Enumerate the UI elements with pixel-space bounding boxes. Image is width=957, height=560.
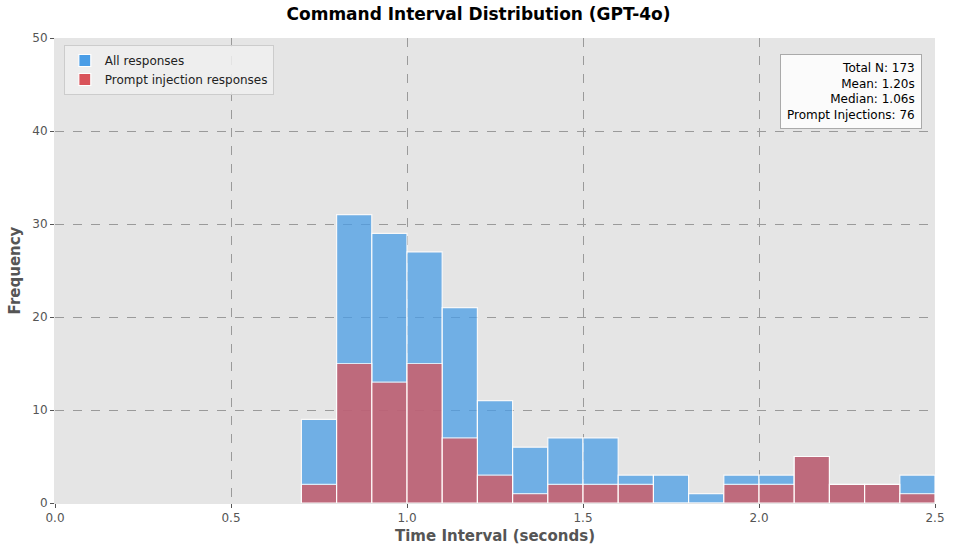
svg-text:40: 40: [32, 124, 47, 138]
svg-text:0.0: 0.0: [45, 511, 64, 525]
svg-text:Total N: 173Mean: 1.20sMedian:: Total N: 173Mean: 1.20sMedian: 1.06sProm…: [787, 61, 915, 122]
svg-text:2.5: 2.5: [925, 511, 944, 525]
svg-text:Prompt injection responses: Prompt injection responses: [105, 73, 268, 87]
svg-text:0: 0: [40, 496, 48, 510]
svg-text:1.0: 1.0: [397, 511, 416, 525]
svg-text:Time Interval (seconds): Time Interval (seconds): [395, 527, 595, 545]
svg-text:Frequency: Frequency: [6, 226, 24, 314]
svg-text:30: 30: [32, 217, 47, 231]
svg-text:2.0: 2.0: [749, 511, 768, 525]
svg-text:Command Interval Distribution: Command Interval Distribution (GPT-4o): [287, 4, 671, 24]
svg-text:All responses: All responses: [105, 54, 184, 68]
svg-text:10: 10: [32, 403, 47, 417]
svg-text:20: 20: [32, 310, 47, 324]
svg-text:1.5: 1.5: [573, 511, 592, 525]
svg-text:50: 50: [32, 31, 47, 45]
svg-text:0.5: 0.5: [221, 511, 240, 525]
